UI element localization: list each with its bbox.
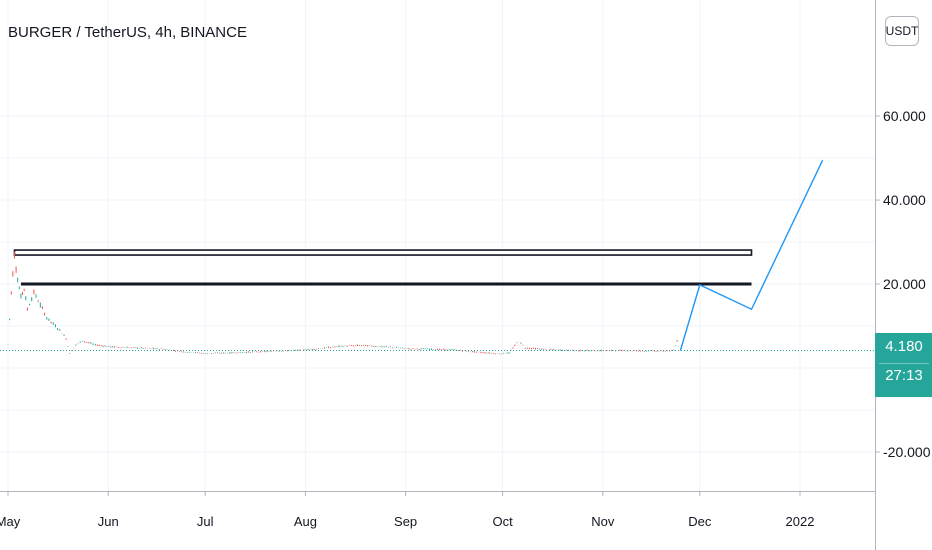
last-price-label: 4.180 — [885, 338, 923, 355]
badge-divider — [879, 363, 929, 364]
last-price-badge: 4.180 27:13 — [875, 333, 932, 397]
horizontal-levels — [0, 249, 875, 351]
x-tick-label: May — [0, 514, 21, 529]
x-tick-label: Oct — [492, 514, 513, 529]
x-tick-label: Sep — [394, 514, 417, 529]
countdown-label: 27:13 — [885, 367, 923, 384]
currency-button[interactable]: USDT — [885, 16, 919, 46]
y-tick-label: -20.000 — [883, 444, 931, 460]
y-tick-label: 20.000 — [883, 276, 926, 292]
x-tick-label: 2022 — [786, 514, 815, 529]
price-series — [7, 251, 680, 355]
y-tick-label: 60.000 — [883, 108, 926, 124]
x-tick-label: Dec — [688, 514, 712, 529]
resistance-level-double — [13, 249, 753, 256]
x-tick-label: Jun — [98, 514, 119, 529]
x-tick-label: Jul — [197, 514, 214, 529]
x-tick-label: Aug — [294, 514, 317, 529]
x-tick-label: Nov — [591, 514, 615, 529]
grid — [0, 0, 875, 491]
projection-line — [679, 159, 824, 351]
chart-title: BURGER / TetherUS, 4h, BINANCE — [8, 24, 247, 41]
y-tick-label: 40.000 — [883, 192, 926, 208]
projection-series — [679, 159, 824, 351]
